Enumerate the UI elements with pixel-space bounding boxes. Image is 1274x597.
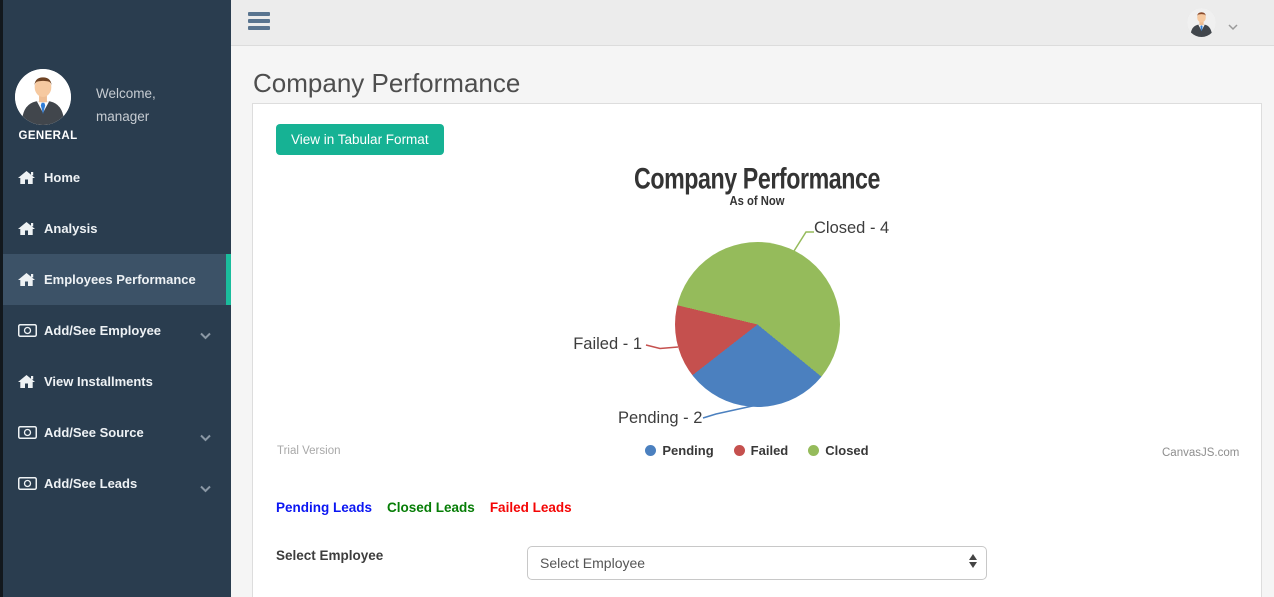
chart-subtitle: As of Now <box>729 193 785 209</box>
topbar <box>231 0 1274 46</box>
pending-legend-dot <box>645 445 657 456</box>
businessman-avatar-icon <box>1187 8 1216 37</box>
user-avatar <box>15 69 71 125</box>
page-title: Company Performance <box>253 68 521 98</box>
failed-legend-dot <box>733 445 745 456</box>
closed-leads-link[interactable]: Closed Leads <box>387 500 475 515</box>
chart-legend: Pending Failed Closed <box>252 443 1262 458</box>
legend-entry-failed[interactable]: Failed <box>733 443 789 458</box>
pending-leads-link[interactable]: Pending Leads <box>276 500 373 515</box>
sidebar-item-label: Home <box>44 170 81 185</box>
select-stepper-icon <box>969 554 977 568</box>
select-employee-value: Select Employee <box>540 555 646 571</box>
sidebar-item-home[interactable]: Home <box>0 152 231 203</box>
legend-label: Failed <box>750 443 789 458</box>
pie-label-closed: Closed - 4 <box>814 219 890 237</box>
legend-label: Pending <box>662 443 714 458</box>
active-item-accent-bar <box>226 254 231 305</box>
user-menu-avatar[interactable] <box>1187 8 1216 37</box>
select-employee-label: Select Employee <box>276 548 384 563</box>
businessman-avatar-icon <box>15 69 71 125</box>
welcome-text: Welcome, manager <box>96 82 156 128</box>
legend-entry-pending[interactable]: Pending <box>645 443 714 458</box>
welcome-line1: Welcome, <box>96 86 156 101</box>
chevron-down-icon <box>200 429 211 447</box>
user-menu-caret-icon[interactable] <box>1228 18 1238 36</box>
sidebar-item-add-see-source[interactable]: Add/See Source <box>0 407 231 458</box>
sidebar-item-label: Employees Performance <box>44 272 196 287</box>
home-icon <box>18 221 44 236</box>
sidebar-item-label: Analysis <box>44 221 98 236</box>
view-tabular-format-button[interactable]: View in Tabular Format <box>276 124 444 155</box>
sidebar-item-label: Add/See Employee <box>44 323 162 338</box>
trial-version-watermark: Trial Version <box>277 445 341 457</box>
sidebar-item-label: Add/See Leads <box>44 476 138 491</box>
failed-leads-link[interactable]: Failed Leads <box>489 500 572 515</box>
canvasjs-link[interactable]: CanvasJS.com <box>1162 447 1240 459</box>
pie-chart[interactable] <box>675 242 840 407</box>
money-icon <box>18 324 44 337</box>
home-icon <box>18 374 44 389</box>
pie-label-pending: Pending - 2 <box>618 409 703 427</box>
sidebar: GENERAL Welcome, manager Home Analysis <box>0 0 231 597</box>
sidebar-item-label: View Installments <box>44 374 153 389</box>
sidebar-item-add-see-employee[interactable]: Add/See Employee <box>0 305 231 356</box>
pie-label-failed: Failed - 1 <box>573 335 642 353</box>
role-label: GENERAL <box>18 130 78 142</box>
sidebar-item-view-installments[interactable]: View Installments <box>0 356 231 407</box>
sidebar-item-add-see-leads[interactable]: Add/See Leads <box>0 458 231 509</box>
leads-links-row: Pending Leads Closed Leads Failed Leads <box>276 500 572 515</box>
money-icon <box>18 426 44 439</box>
sidebar-nav: Home Analysis Employees Performance <box>0 152 231 509</box>
legend-entry-closed[interactable]: Closed <box>808 443 869 458</box>
sidebar-item-label: Add/See Source <box>44 425 144 440</box>
chart-title: Company Performance <box>633 162 881 196</box>
chevron-down-icon <box>200 327 211 345</box>
sidebar-item-employees-performance[interactable]: Employees Performance <box>0 254 231 305</box>
money-icon <box>18 477 44 490</box>
hamburger-menu-icon[interactable] <box>248 12 270 32</box>
sidebar-item-analysis[interactable]: Analysis <box>0 203 231 254</box>
select-employee-dropdown[interactable]: Select Employee <box>527 546 987 580</box>
closed-legend-dot <box>808 445 820 456</box>
legend-label: Closed <box>825 443 869 458</box>
left-edge-strip <box>0 0 3 597</box>
chevron-down-icon <box>200 480 211 498</box>
home-icon <box>18 170 44 185</box>
welcome-line2: manager <box>96 109 150 124</box>
home-icon <box>18 272 44 287</box>
